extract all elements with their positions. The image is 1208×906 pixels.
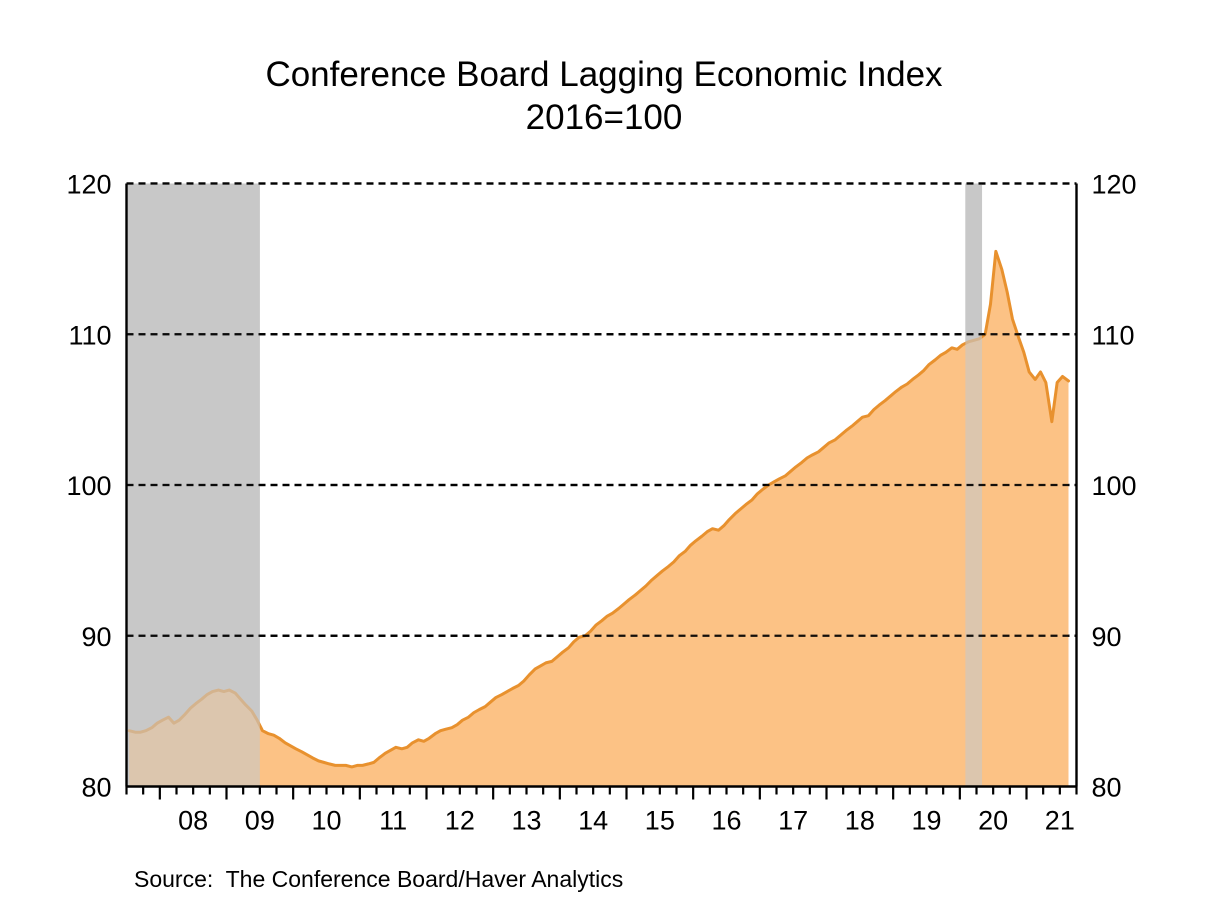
x-tick-label: 11 [379, 806, 407, 836]
y-tick-label-left: 80 [81, 773, 111, 803]
y-tick-label-right: 90 [1092, 622, 1122, 652]
y-tick-label-left: 90 [81, 622, 111, 652]
source-note: Source: The Conference Board/Haver Analy… [134, 866, 624, 892]
y-tick-label-right: 80 [1092, 773, 1122, 803]
x-tick-label: 20 [978, 806, 1008, 836]
x-tick-label: 15 [645, 806, 675, 836]
series-line [127, 249, 1070, 769]
x-tick-label: 10 [311, 806, 341, 836]
x-tick-label: 18 [845, 806, 875, 836]
y-tick-label-right: 110 [1092, 320, 1135, 350]
series-area-fill [129, 251, 1069, 787]
data-area-series [126, 182, 1077, 787]
x-axis-labels: 08 09 10 11 12 13 14 15 16 17 18 19 20 21 [178, 806, 1075, 836]
x-tick-label: 09 [245, 806, 275, 836]
x-tick-label: 19 [911, 806, 941, 836]
x-tick-label: 14 [578, 806, 608, 836]
y-tick-label-left: 100 [66, 471, 111, 501]
axis-group [125, 183, 1078, 788]
tick-group [125, 786, 1078, 800]
y-axis-labels-left: 80 90 100 110 120 [66, 170, 111, 803]
x-tick-label: 21 [1045, 806, 1075, 836]
x-tick-label: 12 [445, 806, 475, 836]
chart-title: Conference Board Lagging Economic Index … [0, 54, 1208, 139]
y-tick-label-left: 110 [68, 320, 111, 350]
x-tick-label: 16 [711, 806, 741, 836]
chart-title-line-1: Conference Board Lagging Economic Index [265, 55, 943, 94]
y-axis-labels-right: 80 90 100 110 120 [1092, 170, 1137, 803]
y-tick-label-right: 100 [1092, 471, 1137, 501]
x-tick-label: 13 [511, 806, 541, 836]
chart-title-line-2: 2016=100 [525, 97, 683, 137]
y-tick-label-right: 120 [1092, 170, 1137, 200]
x-tick-label: 08 [178, 806, 208, 836]
y-tick-label-left: 120 [66, 170, 111, 200]
x-tick-label: 17 [778, 806, 808, 836]
